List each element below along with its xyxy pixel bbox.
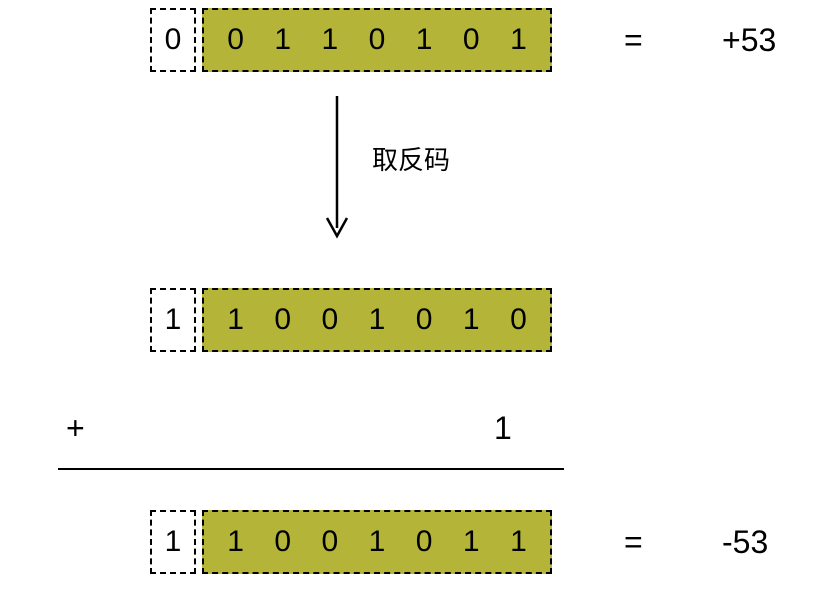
bits-box-1: 0 1 1 0 1 0 1	[202, 8, 552, 72]
sign-box-2: 1	[150, 288, 196, 352]
bit: 1	[215, 525, 257, 559]
sign-box-1: 0	[150, 8, 196, 72]
equals-3: =	[624, 524, 643, 561]
bit: 0	[262, 303, 304, 337]
bit: 1	[450, 303, 492, 337]
bit: 1	[450, 525, 492, 559]
bit: 0	[403, 525, 445, 559]
bit: 1	[403, 23, 445, 57]
plus-sign: +	[66, 410, 85, 447]
bit: 1	[497, 525, 539, 559]
plus-operand: 1	[494, 410, 512, 447]
bit: 1	[262, 23, 304, 57]
bit: 0	[262, 525, 304, 559]
bit: 0	[403, 303, 445, 337]
sign-bit-3: 1	[165, 525, 182, 559]
diagram-container: 0 0 1 1 0 1 0 1 = +53 取反码 1 1 0 0 1 0	[0, 0, 837, 603]
arrow-down	[322, 96, 352, 251]
bit-row-original: 0 0 1 1 0 1 0 1	[150, 8, 552, 72]
bits-box-2: 1 0 0 1 0 1 0	[202, 288, 552, 352]
bits-box-3: 1 0 0 1 0 1 1	[202, 510, 552, 574]
sign-bit-1: 0	[165, 23, 182, 57]
value-3: -53	[722, 524, 768, 561]
sign-bit-2: 1	[165, 303, 182, 337]
bit: 0	[356, 23, 398, 57]
addition-line	[58, 468, 564, 470]
bit: 0	[309, 525, 351, 559]
bit: 0	[215, 23, 257, 57]
bit: 0	[450, 23, 492, 57]
bit: 0	[497, 303, 539, 337]
bit-row-result: 1 1 0 0 1 0 1 1	[150, 510, 552, 574]
arrow-label: 取反码	[372, 140, 450, 177]
bit: 0	[309, 303, 351, 337]
equals-1: =	[624, 22, 643, 59]
value-1: +53	[722, 22, 776, 59]
bit: 1	[309, 23, 351, 57]
bit-row-inverted: 1 1 0 0 1 0 1 0	[150, 288, 552, 352]
bit: 1	[497, 23, 539, 57]
bit: 1	[356, 303, 398, 337]
sign-box-3: 1	[150, 510, 196, 574]
bit: 1	[356, 525, 398, 559]
bit: 1	[215, 303, 257, 337]
